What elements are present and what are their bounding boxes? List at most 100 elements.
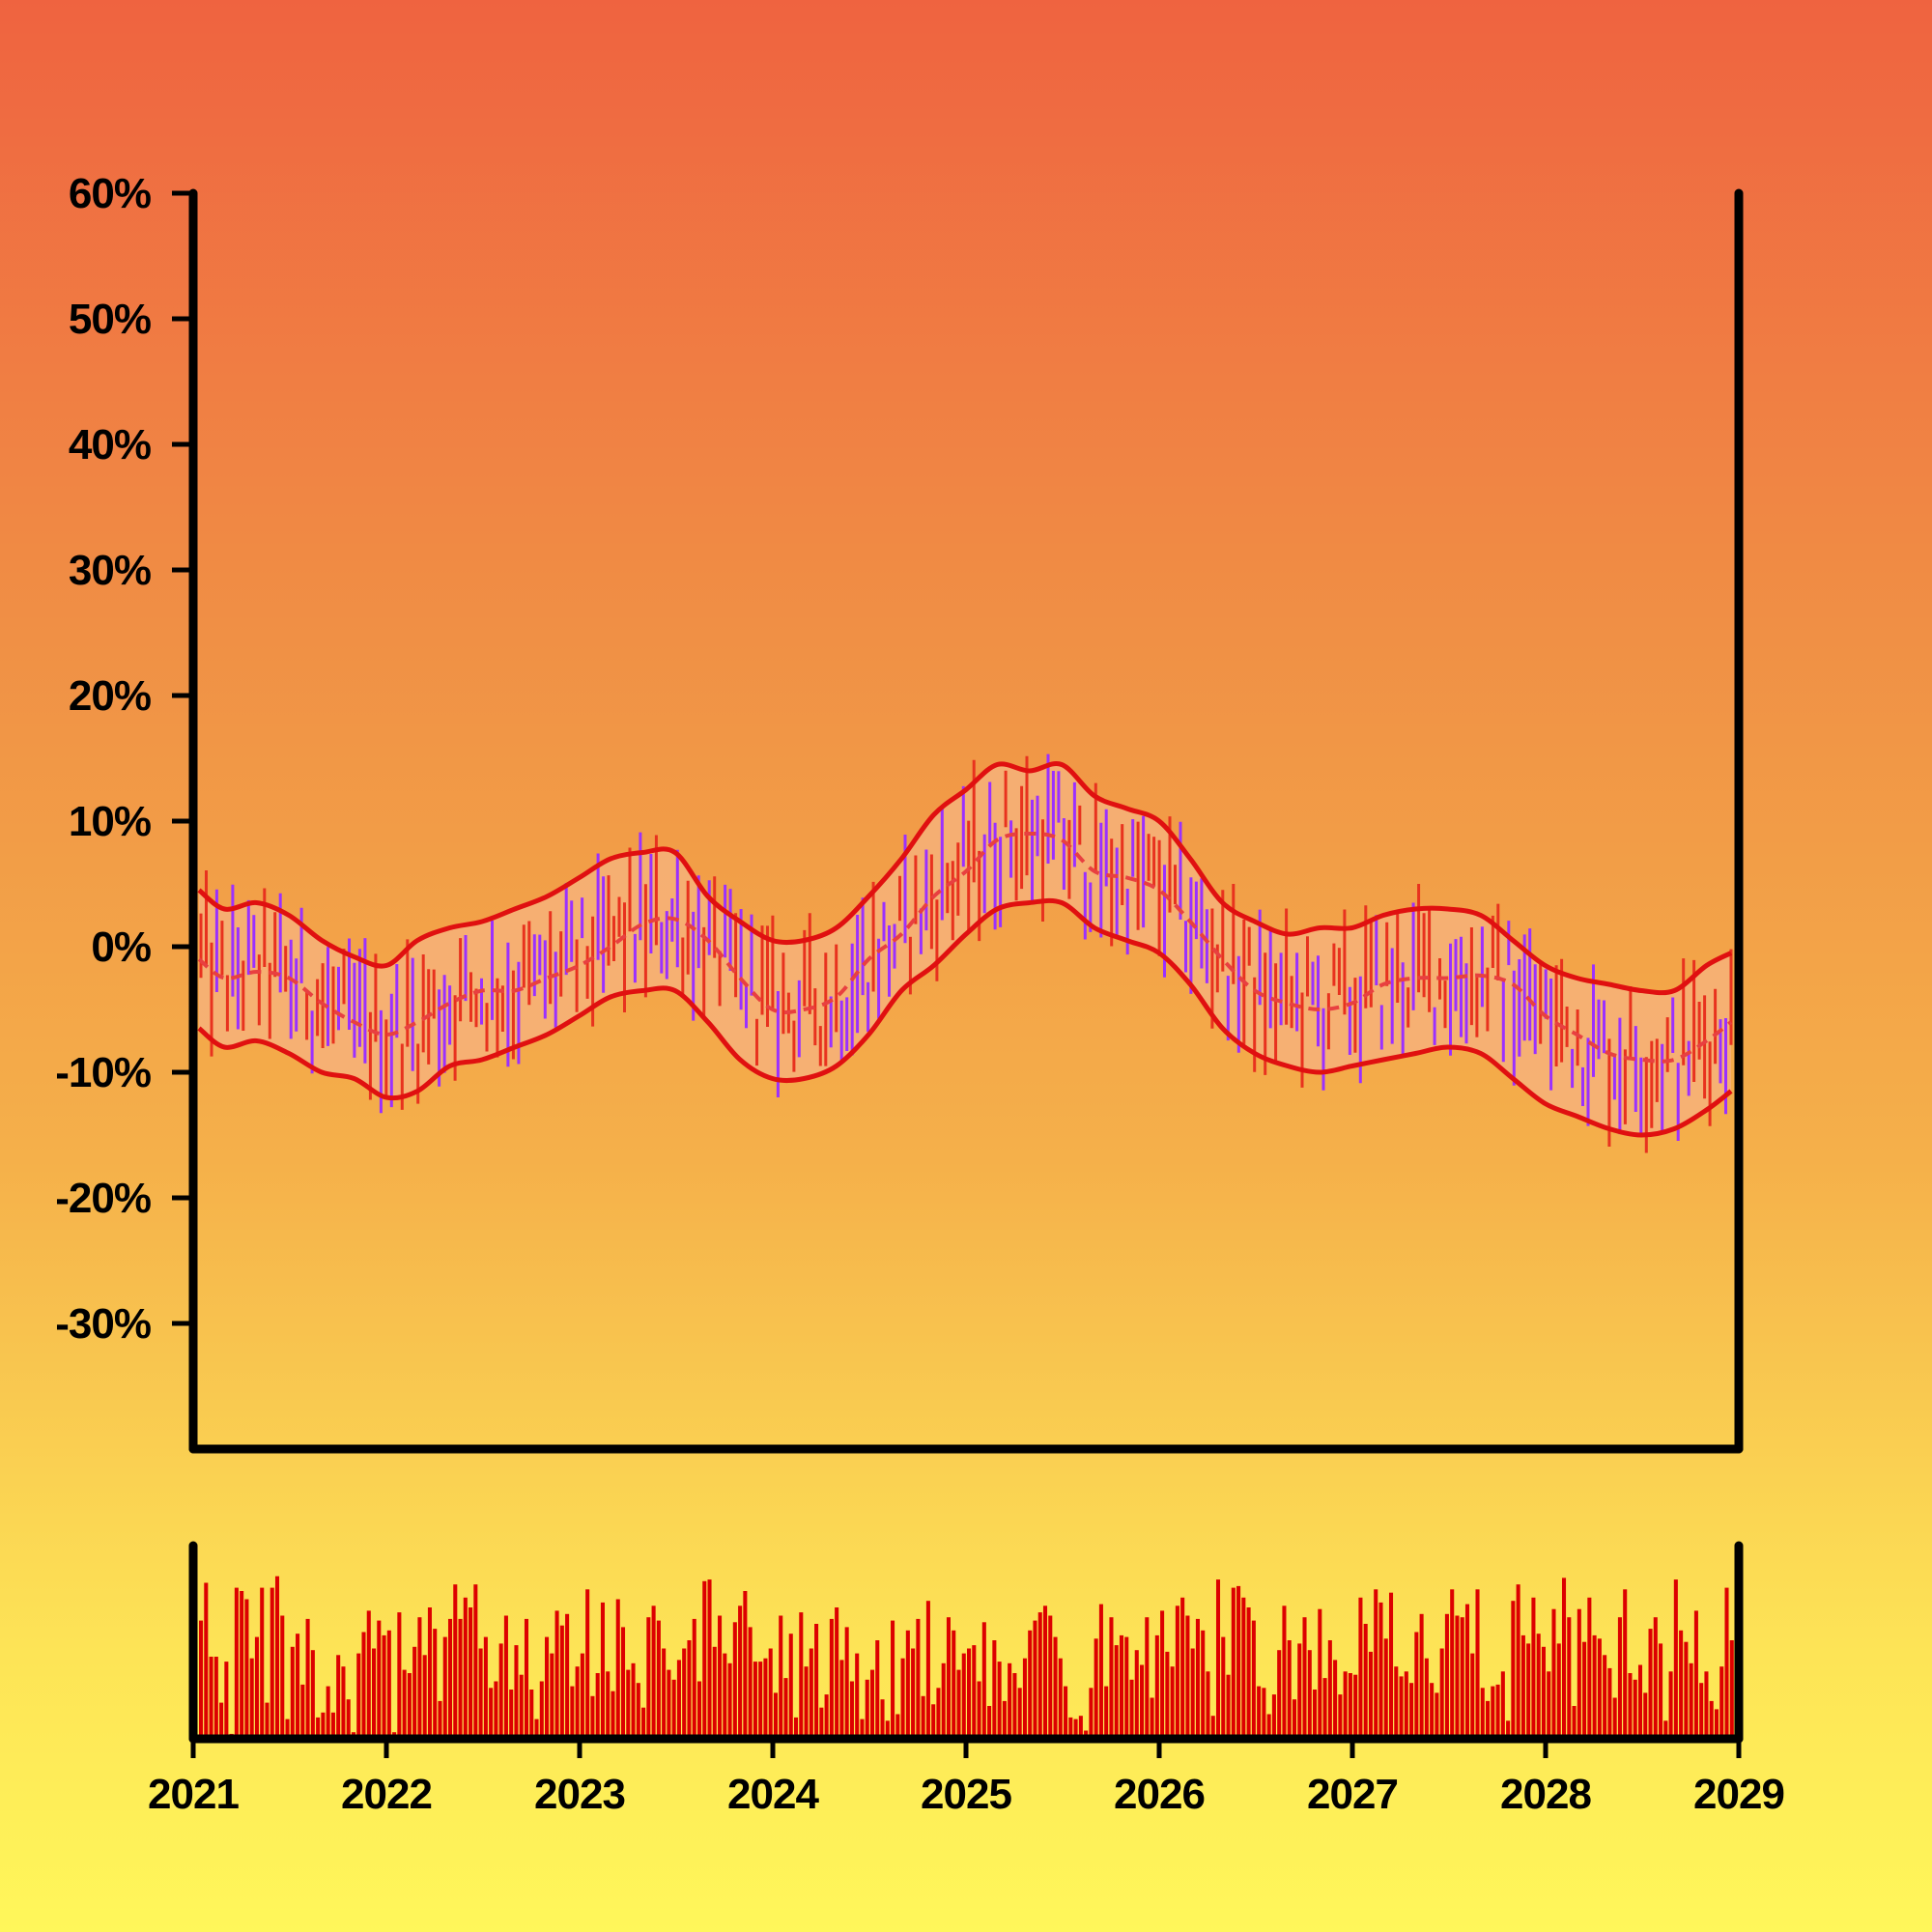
volume-bar — [1246, 1607, 1251, 1739]
volume-bar — [1037, 1612, 1042, 1739]
volume-bar — [1318, 1608, 1322, 1739]
volume-bar — [377, 1620, 382, 1739]
volume-bar — [1180, 1597, 1185, 1739]
volume-bar — [550, 1653, 554, 1739]
volume-bar — [1617, 1617, 1622, 1739]
x-tick-label: 2024 — [727, 1771, 819, 1818]
volume-bar — [1119, 1634, 1124, 1739]
volume-bar — [1500, 1671, 1505, 1739]
volume-bar — [1271, 1694, 1276, 1739]
volume-bar — [1480, 1688, 1485, 1739]
volume-bar — [509, 1690, 514, 1739]
volume-bar — [580, 1653, 584, 1739]
volume-bar — [483, 1636, 488, 1739]
volume-bar — [911, 1648, 916, 1739]
volume-bar — [1150, 1697, 1154, 1739]
volume-bar — [382, 1634, 386, 1739]
volume-bar — [1058, 1658, 1063, 1739]
x-tick-label: 2027 — [1307, 1771, 1398, 1818]
volume-bar — [1486, 1700, 1491, 1739]
volume-bar — [1353, 1674, 1358, 1739]
volume-bar — [981, 1622, 986, 1739]
volume-bar — [1684, 1641, 1689, 1739]
volume-bar — [539, 1681, 544, 1739]
band-lower-line — [197, 897, 1733, 1138]
volume-bar — [1409, 1683, 1414, 1739]
volume-bar — [326, 1686, 330, 1739]
volume-bar — [1322, 1678, 1327, 1739]
volume-bar — [438, 1700, 442, 1739]
volume-bar — [545, 1636, 550, 1739]
volume-bar — [1659, 1643, 1663, 1739]
volume-bar — [860, 1719, 865, 1739]
volume-bar — [1419, 1613, 1424, 1739]
band-middle-line — [197, 832, 1733, 1064]
volume-bar — [1470, 1653, 1475, 1739]
volume-bar — [855, 1653, 860, 1739]
volume-bar — [1231, 1587, 1236, 1739]
x-tick-label: 2025 — [921, 1771, 1011, 1818]
volume-bar — [1561, 1577, 1567, 1739]
volume-bar — [1556, 1643, 1561, 1739]
x-tick-label: 2028 — [1500, 1771, 1591, 1818]
volume-bar — [260, 1587, 265, 1739]
volume-bar — [1236, 1585, 1241, 1739]
y-tick-label: 60% — [69, 170, 151, 217]
volume-bar — [1663, 1720, 1668, 1739]
volume-bar — [1109, 1617, 1114, 1739]
volume-bar — [1185, 1615, 1190, 1739]
volume-bar — [1124, 1636, 1129, 1739]
volume-bar — [961, 1653, 966, 1739]
volume-bar — [1637, 1664, 1643, 1739]
volume-bar — [417, 1617, 422, 1739]
volume-bar — [310, 1650, 315, 1739]
volume-bar — [1053, 1636, 1058, 1739]
volume-bar — [224, 1662, 229, 1739]
volume-bar — [732, 1622, 737, 1739]
volume-bar — [1464, 1604, 1470, 1739]
volume-bar — [793, 1717, 799, 1739]
volume-bar — [615, 1599, 620, 1739]
volume-bar — [1399, 1676, 1404, 1739]
x-tick-label: 2026 — [1114, 1771, 1205, 1818]
volume-bar — [519, 1674, 524, 1739]
x-tick-label: 2022 — [341, 1771, 432, 1818]
volume-bar — [280, 1615, 285, 1739]
volume-bar — [453, 1584, 458, 1739]
volume-bar — [1404, 1671, 1408, 1739]
volume-bar — [1673, 1579, 1678, 1739]
volume-bar — [844, 1627, 849, 1739]
volume-bar — [1693, 1610, 1698, 1739]
volume-bar — [1491, 1686, 1495, 1739]
volume-bar — [524, 1618, 529, 1739]
volume-bar — [1699, 1683, 1704, 1739]
volume-bar — [372, 1648, 377, 1739]
volume-bar — [1002, 1700, 1007, 1739]
volume-bar — [254, 1636, 259, 1739]
volume-bar — [514, 1645, 519, 1739]
volume-bar — [972, 1645, 977, 1739]
volume-bar — [1668, 1671, 1673, 1739]
volume-bar — [905, 1630, 910, 1739]
volume-bar — [1287, 1640, 1292, 1739]
volume-bar — [1098, 1604, 1103, 1739]
volume-bar — [1430, 1683, 1435, 1739]
volume-bar — [941, 1662, 946, 1739]
volume-bar — [900, 1658, 905, 1739]
volume-bar — [631, 1662, 636, 1739]
volume-bar — [1022, 1658, 1027, 1739]
volume-bar — [447, 1618, 453, 1739]
y-tick-label: 50% — [69, 296, 151, 343]
volume-bar — [249, 1658, 254, 1739]
volume-bar — [931, 1704, 936, 1739]
volume-bars — [199, 1576, 1734, 1739]
volume-bar — [422, 1655, 427, 1739]
volume-bar — [1033, 1620, 1037, 1739]
volume-bar — [1327, 1640, 1332, 1739]
volume-bar — [402, 1669, 407, 1739]
volume-bar — [1129, 1679, 1134, 1739]
envelope-band — [199, 763, 1731, 1135]
volume-bar — [1302, 1617, 1307, 1739]
volume-bar — [575, 1666, 580, 1739]
volume-bar — [1206, 1671, 1210, 1739]
